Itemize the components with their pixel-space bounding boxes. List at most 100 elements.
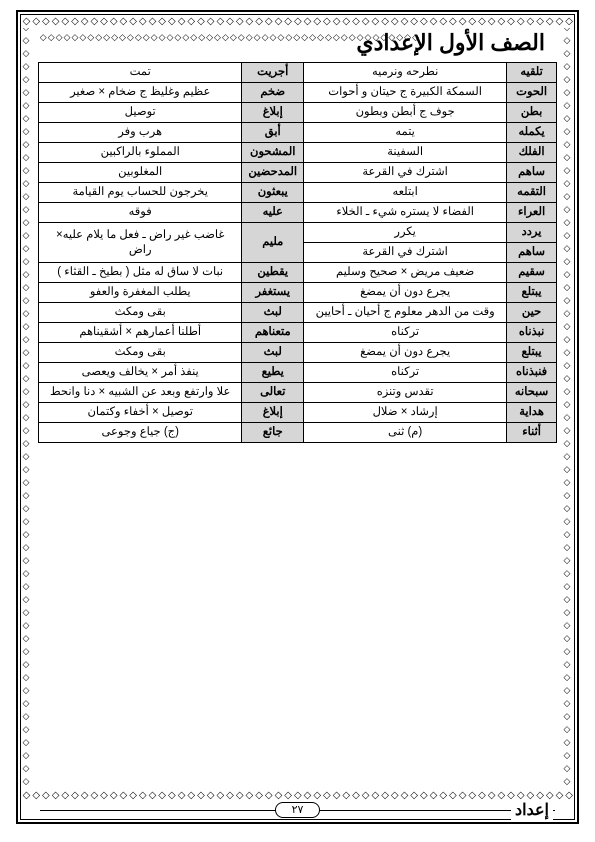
term-cell: العراء bbox=[507, 203, 557, 223]
term-cell: لبث bbox=[242, 303, 304, 323]
table-row: يكملهيتمهأبقهرب وفر bbox=[39, 123, 557, 143]
term-cell: ساهم bbox=[507, 163, 557, 183]
term-cell: هداية bbox=[507, 403, 557, 423]
term-cell: حين bbox=[507, 303, 557, 323]
term-cell: ساهم bbox=[507, 243, 557, 263]
deco-bottom: ◇◇◇◇◇◇◇◇◇◇◇◇◇◇◇◇◇◇◇◇◇◇◇◇◇◇◇◇◇◇◇◇◇◇◇◇◇◇◇◇… bbox=[20, 790, 575, 802]
def-cell: يجرع دون أن يمضغ bbox=[304, 283, 507, 303]
def-cell: تمت bbox=[39, 63, 242, 83]
def-cell: يكرر bbox=[304, 223, 507, 243]
term-cell: فنبذناه bbox=[507, 363, 557, 383]
term-cell: أثناء bbox=[507, 423, 557, 443]
def-cell: أطلنا أعمارهم × أشقيناهم bbox=[39, 323, 242, 343]
def-cell: (ج) جياع وجوعى bbox=[39, 423, 242, 443]
def-cell: (م) ثنى bbox=[304, 423, 507, 443]
def-cell: تركناه bbox=[304, 323, 507, 343]
term-cell: لبث bbox=[242, 343, 304, 363]
term-cell: يقطين bbox=[242, 263, 304, 283]
def-cell: عظيم وغليظ ج ضخام × صغير bbox=[39, 83, 242, 103]
def-cell: المغلوبين bbox=[39, 163, 242, 183]
table-row: الحوتالسمكة الكبيرة ج حيتان و أحواتضخمعظ… bbox=[39, 83, 557, 103]
def-cell: اشترك في القرعة bbox=[304, 163, 507, 183]
table-row: ساهماشترك في القرعةالمدحضينالمغلوبين bbox=[39, 163, 557, 183]
page: ◇◇◇◇◇◇◇◇◇◇◇◇◇◇◇◇◇◇◇◇◇◇◇◇◇◇◇◇◇◇◇◇◇◇◇◇◇◇◇◇… bbox=[0, 0, 595, 842]
vocab-table: تلقيهنطرحه ونرميهأجريتتمتالحوتالسمكة الك… bbox=[38, 62, 557, 443]
def-cell: وقت من الدهر معلوم ج أحيان ـ أحايين bbox=[304, 303, 507, 323]
table-row: سقيمضعيف مريض × صحيح وسليميقطيننبات لا س… bbox=[39, 263, 557, 283]
def-cell: علا وارتفع وبعد عن الشبيه × دنا وانحط bbox=[39, 383, 242, 403]
table-row: العراءالفضاء لا يستره شيء ـ الخلاءعليهفو… bbox=[39, 203, 557, 223]
table-row: هدايةإرشاد × ضلالإبلاغتوصيل × أخفاء وكتم… bbox=[39, 403, 557, 423]
table-row: بطنجوف ج أبطن وبطونإبلاغتوصيل bbox=[39, 103, 557, 123]
term-cell: إبلاغ bbox=[242, 103, 304, 123]
table-row: حينوقت من الدهر معلوم ج أحيان ـ أحايينلب… bbox=[39, 303, 557, 323]
page-title: الصف الأول الإعدادي bbox=[24, 30, 545, 56]
page-number: ٢٧ bbox=[275, 802, 321, 818]
deco-right: ◇◇◇◇◇◇◇◇◇◇◇◇◇◇◇◇◇◇◇◇◇◇◇◇◇◇◇◇◇◇◇◇◇◇◇◇◇◇◇◇… bbox=[563, 28, 573, 790]
deco-top: ◇◇◇◇◇◇◇◇◇◇◇◇◇◇◇◇◇◇◇◇◇◇◇◇◇◇◇◇◇◇◇◇◇◇◇◇◇◇◇◇… bbox=[20, 16, 575, 28]
term-cell: يبتلع bbox=[507, 343, 557, 363]
footer-label: إعداد bbox=[511, 800, 553, 820]
def-cell: الفضاء لا يستره شيء ـ الخلاء bbox=[304, 203, 507, 223]
deco-left: ◇◇◇◇◇◇◇◇◇◇◇◇◇◇◇◇◇◇◇◇◇◇◇◇◇◇◇◇◇◇◇◇◇◇◇◇◇◇◇◇… bbox=[22, 28, 32, 790]
table-row: نبذناهتركناهمتعناهمأطلنا أعمارهم × أشقين… bbox=[39, 323, 557, 343]
table-row: يبتلعيجرع دون أن يمضغلبثبقى ومكث bbox=[39, 343, 557, 363]
term-cell: التقمه bbox=[507, 183, 557, 203]
def-cell: فوقه bbox=[39, 203, 242, 223]
term-cell: يكمله bbox=[507, 123, 557, 143]
def-cell: غاضب غير راض ـ فعل ما يلام عليه× راض bbox=[39, 223, 242, 263]
def-cell: نطرحه ونرميه bbox=[304, 63, 507, 83]
term-cell: يستغفر bbox=[242, 283, 304, 303]
table-row: فنبذناهتركناهيطيعينفذ أمر × يخالف ويعصى bbox=[39, 363, 557, 383]
term-cell: أجريت bbox=[242, 63, 304, 83]
term-cell: أبق bbox=[242, 123, 304, 143]
term-cell: نبذناه bbox=[507, 323, 557, 343]
term-cell: المدحضين bbox=[242, 163, 304, 183]
term-cell: سبحانه bbox=[507, 383, 557, 403]
table-row: تلقيهنطرحه ونرميهأجريتتمت bbox=[39, 63, 557, 83]
def-cell: هرب وفر bbox=[39, 123, 242, 143]
def-cell: بقى ومكث bbox=[39, 303, 242, 323]
term-cell: ضخم bbox=[242, 83, 304, 103]
def-cell: توصيل bbox=[39, 103, 242, 123]
term-cell: عليه bbox=[242, 203, 304, 223]
term-cell: بطن bbox=[507, 103, 557, 123]
def-cell: ينفذ أمر × يخالف ويعصى bbox=[39, 363, 242, 383]
term-cell: سقيم bbox=[507, 263, 557, 283]
term-cell: إبلاغ bbox=[242, 403, 304, 423]
term-cell: الفلك bbox=[507, 143, 557, 163]
def-cell: نبات لا ساق له مثل ( بطيخ ـ القثاء ) bbox=[39, 263, 242, 283]
term-cell: يردد bbox=[507, 223, 557, 243]
term-cell: تعالى bbox=[242, 383, 304, 403]
term-cell: جائع bbox=[242, 423, 304, 443]
term-cell: مليم bbox=[242, 223, 304, 263]
def-cell: السمكة الكبيرة ج حيتان و أحوات bbox=[304, 83, 507, 103]
def-cell: السفينة bbox=[304, 143, 507, 163]
term-cell: الحوت bbox=[507, 83, 557, 103]
def-cell: المملوء بالراكبين bbox=[39, 143, 242, 163]
def-cell: يتمه bbox=[304, 123, 507, 143]
def-cell: تركناه bbox=[304, 363, 507, 383]
def-cell: توصيل × أخفاء وكتمان bbox=[39, 403, 242, 423]
table-row: أثناء(م) ثنىجائع(ج) جياع وجوعى bbox=[39, 423, 557, 443]
term-cell: يبعثون bbox=[242, 183, 304, 203]
term-cell: المشحون bbox=[242, 143, 304, 163]
table-row: سبحانهتقدس وتنزهتعالىعلا وارتفع وبعد عن … bbox=[39, 383, 557, 403]
def-cell: يخرجون للحساب يوم القيامة bbox=[39, 183, 242, 203]
table-row: يردديكررمليمغاضب غير راض ـ فعل ما يلام ع… bbox=[39, 223, 557, 243]
def-cell: بقى ومكث bbox=[39, 343, 242, 363]
term-cell: يطيع bbox=[242, 363, 304, 383]
footer: ٢٧ bbox=[0, 802, 595, 818]
term-cell: يبتلع bbox=[507, 283, 557, 303]
table-row: التقمهابتلعهيبعثونيخرجون للحساب يوم القي… bbox=[39, 183, 557, 203]
def-cell: ضعيف مريض × صحيح وسليم bbox=[304, 263, 507, 283]
def-cell: إرشاد × ضلال bbox=[304, 403, 507, 423]
table-row: يبتلعيجرع دون أن يمضغيستغفريطلب المغفرة … bbox=[39, 283, 557, 303]
def-cell: يطلب المغفرة والعفو bbox=[39, 283, 242, 303]
def-cell: يجرع دون أن يمضغ bbox=[304, 343, 507, 363]
def-cell: تقدس وتنزه bbox=[304, 383, 507, 403]
term-cell: متعناهم bbox=[242, 323, 304, 343]
def-cell: اشترك في القرعة bbox=[304, 243, 507, 263]
table-row: الفلكالسفينةالمشحونالمملوء بالراكبين bbox=[39, 143, 557, 163]
def-cell: جوف ج أبطن وبطون bbox=[304, 103, 507, 123]
